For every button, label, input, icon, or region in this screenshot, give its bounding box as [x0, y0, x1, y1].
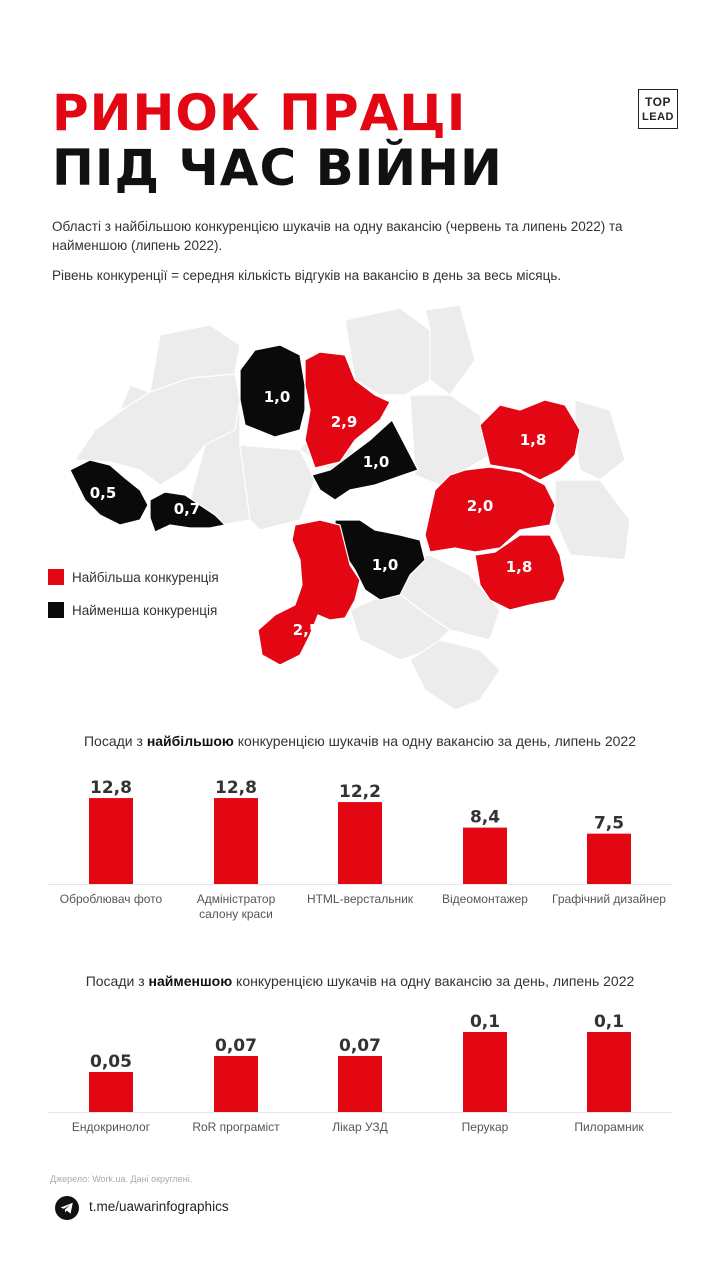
chart1-title-bold: найбільшою: [146, 733, 234, 749]
description: Області з найбільшою конкуренцією шукачі…: [52, 219, 623, 253]
category-label: Графічний дизайнер: [552, 892, 666, 906]
logo-bottom-text: LEAD: [642, 111, 674, 123]
telegram-link[interactable]: t.me/uawarinfographics: [89, 1199, 229, 1214]
logo-top-text: TOP: [645, 95, 671, 109]
map-region-value: 2,9: [331, 413, 358, 431]
category-label: Адміністратор: [197, 892, 276, 906]
chart2-title-bold: найменшою: [148, 973, 233, 989]
map-region-value: 1,0: [264, 388, 291, 406]
legend-low: Найменша конкуренція: [48, 602, 217, 618]
map-region-low: [239, 344, 306, 438]
map-region-high: [304, 351, 391, 469]
ukraine-map: 1,0 2,9 1,0 1,8 0,5 0,7 2,0 1,0 1,8 2,5: [69, 304, 631, 711]
category-label: RoR програміст: [192, 1120, 280, 1134]
map-region-neutral: [574, 399, 626, 481]
category-label: Перукар: [462, 1120, 509, 1134]
bar: [338, 802, 382, 884]
source-note: Джерело: Work.ua. Дані округлені.: [50, 1174, 193, 1184]
map-region-high: [257, 519, 361, 666]
bar: [463, 827, 507, 884]
chart1-title-suffix: конкуренцією шукачів на одну вакансію за…: [233, 733, 636, 749]
category-label: Оброблювач фото: [60, 892, 163, 906]
bar: [214, 1056, 258, 1112]
chart-highest-competition: 12,8 Оброблювач фото 12,8 Адміністраторсало…: [48, 778, 672, 921]
legend-low-swatch: [48, 602, 64, 618]
map-region-value: 1,0: [363, 453, 390, 471]
bar: [89, 798, 133, 884]
map-region-high: [479, 399, 581, 481]
map-region-neutral: [118, 384, 152, 412]
bar: [338, 1056, 382, 1112]
bar-value-label: 8,4: [470, 808, 500, 828]
category-label: салону краси: [199, 907, 273, 921]
bar: [89, 1072, 133, 1112]
map-region-value: 2,5: [293, 621, 320, 639]
map-region-neutral: [424, 304, 476, 396]
bar-value-label: 0,1: [470, 1012, 500, 1032]
category-label: Відеомонтажер: [442, 892, 528, 906]
map-region-value: 2,0: [467, 497, 494, 515]
category-label: Лікар УЗД: [332, 1120, 387, 1134]
map-region-value: 1,8: [506, 558, 533, 576]
map-region-value: 1,8: [520, 431, 547, 449]
legend-high-label: Найбільша конкуренція: [72, 570, 219, 585]
chart2-title-suffix: конкуренцією шукачів на одну вакансію за…: [232, 973, 635, 989]
chart2-title: Посади з найменшою конкуренцією шукачів …: [0, 973, 720, 989]
formula-note: Рівень конкуренції = середня кількість в…: [52, 268, 562, 283]
chart1-title: Посади з найбільшою конкуренцією шукачів…: [0, 733, 720, 749]
map-region-neutral: [239, 444, 316, 531]
map-region-low: [69, 459, 149, 526]
category-label: Пилорамник: [574, 1120, 644, 1134]
bar-value-label: 12,2: [339, 782, 381, 802]
category-label: Ендокринолог: [72, 1120, 151, 1134]
chart-lowest-competition: 0,05 Ендокринолог 0,07 RoR програміст 0,07 Лі…: [48, 1012, 672, 1134]
bar-value-label: 0,07: [339, 1036, 381, 1056]
map-region-high: [424, 466, 556, 553]
bar: [587, 1032, 631, 1112]
bar-value-label: 0,1: [594, 1012, 624, 1032]
map-region-low: [149, 491, 227, 533]
title-line-1: РИНОК ПРАЦІ: [52, 84, 467, 142]
legend-low-label: Найменша конкуренція: [72, 603, 218, 618]
bar-value-label: 12,8: [215, 778, 257, 798]
map-region-neutral: [554, 479, 631, 561]
map-region-value: 1,0: [372, 556, 399, 574]
map-region-neutral: [149, 324, 241, 393]
map-region-value: 0,7: [174, 500, 201, 518]
bar-value-label: 0,05: [90, 1052, 132, 1072]
bar: [587, 833, 631, 884]
map-base-regions: [73, 304, 631, 711]
map-region-neutral: [409, 394, 491, 486]
title-line-2: ПІД ЧАС ВІЙНИ: [52, 139, 503, 197]
map-colored-regions: [69, 344, 581, 666]
legend-high-swatch: [48, 569, 64, 585]
bar-value-label: 0,07: [215, 1036, 257, 1056]
category-label: HTML-верстальник: [307, 892, 414, 906]
bar-value-label: 7,5: [594, 814, 624, 834]
map-region-value: 0,5: [90, 484, 117, 502]
map-region-labels: 1,0 2,9 1,0 1,8 0,5 0,7 2,0 1,0 1,8 2,5: [90, 388, 547, 639]
bar: [214, 798, 258, 884]
map-region-high: [474, 534, 566, 611]
bar-value-label: 12,8: [90, 778, 132, 798]
map-region-low: [311, 419, 419, 501]
legend-high: Найбільша конкуренція: [48, 569, 219, 585]
bar: [463, 1032, 507, 1112]
chart2-title-prefix: Посади з: [85, 973, 149, 989]
chart1-title-prefix: Посади з: [83, 733, 147, 749]
telegram-icon: [55, 1196, 79, 1220]
top-lead-logo: TOP LEAD: [638, 89, 678, 129]
map-region-neutral: [409, 639, 501, 711]
